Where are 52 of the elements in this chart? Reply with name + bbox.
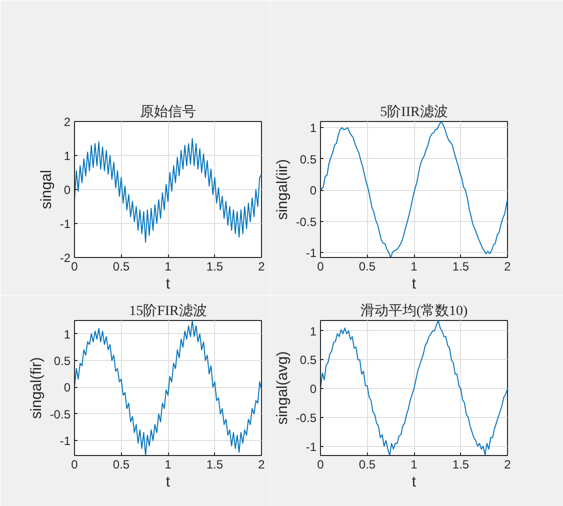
x-tick-label: 0.5	[112, 458, 130, 472]
y-tick-label: -2	[60, 251, 71, 265]
x-tick-label: 1	[164, 458, 172, 472]
y-tick-label: -1	[306, 246, 317, 260]
y-tick-label: -0.5	[296, 214, 317, 229]
line-series	[320, 122, 508, 258]
x-tick-label: 2	[258, 458, 266, 472]
x-tick-label: 0.5	[358, 458, 376, 472]
y-tick-label: 0.5	[300, 353, 317, 368]
y-tick-label: -1	[60, 217, 71, 231]
line-series	[74, 320, 262, 456]
y-tick-label: 0.5	[300, 152, 317, 166]
x-tick-label: 2	[504, 458, 512, 472]
line-series	[74, 138, 262, 243]
x-tick-label: 1	[164, 260, 172, 274]
chart-title: 原始信号	[140, 104, 196, 120]
chart-title: 15阶FIR滤波	[129, 303, 207, 319]
y-tick-label: -1	[60, 434, 71, 448]
x-tick-label: 1	[410, 260, 418, 274]
x-tick-label: 0.5	[358, 260, 376, 274]
line-series	[320, 320, 508, 456]
x-tick-label: 1.5	[452, 260, 470, 274]
y-axis-title: singal(avg)	[274, 351, 291, 425]
y-tick-label: 0.5	[54, 354, 71, 368]
y-axis-title: singal	[38, 170, 55, 210]
x-axis-title: t	[166, 474, 171, 490]
x-axis-title: t	[412, 276, 417, 292]
x-tick-label: 2	[258, 260, 266, 274]
y-axis-title: singal(iir)	[274, 159, 291, 220]
y-tick-label: -1	[306, 440, 317, 454]
y-tick-label: 0	[310, 382, 317, 396]
y-tick-label: 0	[310, 184, 317, 198]
x-tick-label: 2	[504, 260, 512, 274]
x-tick-label: 1.5	[206, 260, 224, 274]
x-tick-label: 0.5	[112, 260, 130, 274]
x-tick-label: 1.5	[206, 458, 224, 472]
y-tick-label: 1	[310, 121, 317, 136]
y-tick-label: -0.5	[296, 410, 317, 425]
y-tick-label: -0.5	[50, 407, 71, 422]
y-tick-label: 1	[64, 149, 71, 163]
x-tick-label: 1.5	[452, 458, 470, 472]
y-tick-label: 0	[64, 380, 71, 395]
x-tick-label: 1	[410, 458, 418, 472]
chart-title: 滑动平均(常数10)	[360, 303, 468, 319]
y-tick-label: 1	[310, 324, 317, 338]
x-axis-title: t	[166, 276, 171, 292]
y-tick-label: 0	[64, 183, 71, 197]
x-axis-title: t	[412, 474, 417, 490]
y-axis-title: singal(fir)	[28, 357, 45, 419]
chart-title: 5阶IIR滤波	[380, 104, 448, 120]
y-tick-label: 2	[64, 115, 71, 129]
y-tick-label: 1	[64, 327, 71, 342]
